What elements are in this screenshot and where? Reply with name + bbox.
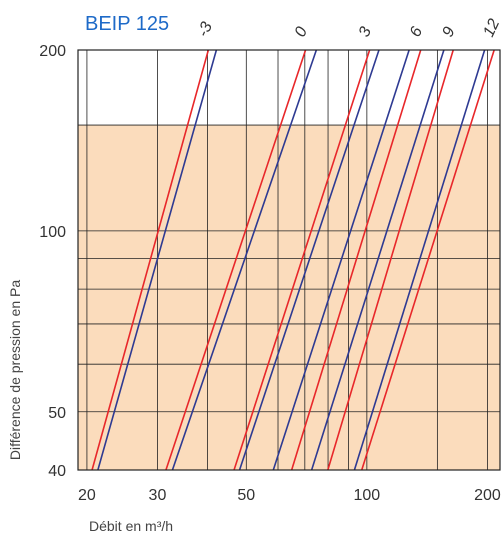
series-line-red-setting-6 xyxy=(290,50,422,470)
chart-title: BEIP 125 xyxy=(85,13,169,35)
setting-label: 9 xyxy=(439,24,458,39)
series-line-red-setting-9 xyxy=(327,50,454,470)
series-line-red-setting-0 xyxy=(165,50,307,470)
y-tick-label: 50 xyxy=(48,405,66,422)
series-line-blue-setting-6 xyxy=(272,50,410,470)
setting-labels: -3 0 3 6 9 12 xyxy=(195,16,504,39)
x-tick-label: 200 xyxy=(474,487,501,504)
series-line-blue-setting-0 xyxy=(171,50,318,470)
y-tick-label: 100 xyxy=(39,224,66,241)
x-tick-label: 50 xyxy=(237,487,255,504)
y-tick-label: 40 xyxy=(48,463,66,480)
setting-label: 6 xyxy=(407,24,426,39)
setting-label: -3 xyxy=(195,20,216,40)
x-tick-label: 20 xyxy=(78,487,96,504)
x-tick-label: 100 xyxy=(354,487,381,504)
x-axis-label: Débit en m³/h xyxy=(89,518,173,534)
series-line-blue-setting-9 xyxy=(310,50,445,470)
setting-label: 12 xyxy=(480,16,503,39)
y-axis-label: Différence de pression en Pa xyxy=(7,280,23,461)
y-tick-label: 200 xyxy=(39,43,66,60)
y-tick-labels: 40 50 100 200 xyxy=(39,43,66,480)
series-line-red-setting-12 xyxy=(360,50,495,470)
series-lines xyxy=(91,50,495,470)
x-tick-labels: 20 30 50 100 200 xyxy=(78,487,501,504)
setting-label: 0 xyxy=(292,24,311,39)
setting-label: 3 xyxy=(356,24,375,39)
series-line-blue-setting-minus3 xyxy=(97,50,218,470)
series-line-blue-setting-3 xyxy=(238,50,380,470)
x-tick-label: 30 xyxy=(149,487,167,504)
series-line-red-setting-minus3 xyxy=(91,50,210,470)
series-line-red-setting-3 xyxy=(233,50,371,470)
series-line-blue-setting-12 xyxy=(353,50,486,470)
plot-frame xyxy=(77,49,501,471)
